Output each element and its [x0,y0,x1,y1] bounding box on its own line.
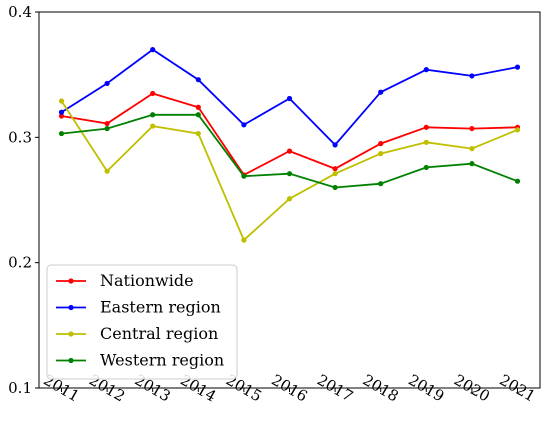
series-3 [58,112,521,191]
y-tick-label: 0.1 [8,379,32,397]
data-point [150,90,156,97]
data-point [378,141,384,147]
series-2 [58,98,521,243]
data-point [58,109,65,115]
series-0 [58,90,521,178]
series-line [61,92,518,177]
data-point [514,64,521,70]
data-point [195,104,201,110]
data-point [195,112,201,118]
legend-item: Nationwide [56,271,194,290]
legend-item: Central region [56,324,218,343]
x-tick-label: 2018 [360,371,402,406]
data-point [241,122,247,128]
data-point [469,161,475,167]
data-point [58,98,65,104]
data-point [423,124,429,130]
data-point [286,196,293,202]
legend-marker [68,278,74,284]
y-tick-label: 0.4 [8,3,32,21]
y-tick-label: 0.2 [8,254,32,272]
series-layer [58,47,521,243]
legend-marker [68,304,74,311]
data-point [241,237,247,243]
data-point [378,151,384,157]
legend-marker [68,331,74,337]
data-point [469,125,475,132]
data-point [514,178,521,184]
series-1 [58,47,521,148]
data-point [286,95,293,102]
x-tick-label: 2016 [268,371,310,406]
legend-label: Eastern region [100,298,221,317]
data-point [150,47,156,53]
data-point [332,171,338,177]
data-point [332,142,338,148]
y-axis: 0.1 0.2 0.3 0.4 [8,3,39,397]
data-point [58,113,65,119]
data-point [378,181,384,187]
data-point [104,168,110,174]
data-point [332,166,338,172]
data-point [104,120,110,127]
data-point [195,77,201,83]
legend-label: Western region [100,351,224,370]
legend-label: Central region [100,324,218,343]
x-tick-label: 2017 [314,371,356,406]
data-point [469,73,475,79]
data-point [58,130,65,137]
data-point [241,173,247,179]
legend-label: Nationwide [100,271,194,290]
x-tick-label: 2019 [405,371,447,406]
y-tick-label: 0.3 [8,128,32,146]
data-point [195,130,201,137]
data-point [332,184,338,191]
legend-item: Eastern region [56,298,221,317]
legend-box [46,264,238,380]
data-point [469,146,475,152]
data-point [423,139,429,145]
legend-item: Western region [56,351,224,370]
data-point [150,112,156,118]
data-point [514,127,521,133]
data-point [104,80,110,87]
x-tick-label: 2021 [496,371,538,406]
data-point [286,148,293,154]
data-point [286,171,293,177]
data-point [378,89,384,95]
data-point [423,164,429,171]
data-point [150,123,156,129]
data-point [104,125,110,132]
legend-marker [68,357,74,364]
x-tick-label: 2020 [451,371,493,406]
legend: Nationwide Eastern region Central region We… [46,264,238,380]
data-point [423,67,429,73]
